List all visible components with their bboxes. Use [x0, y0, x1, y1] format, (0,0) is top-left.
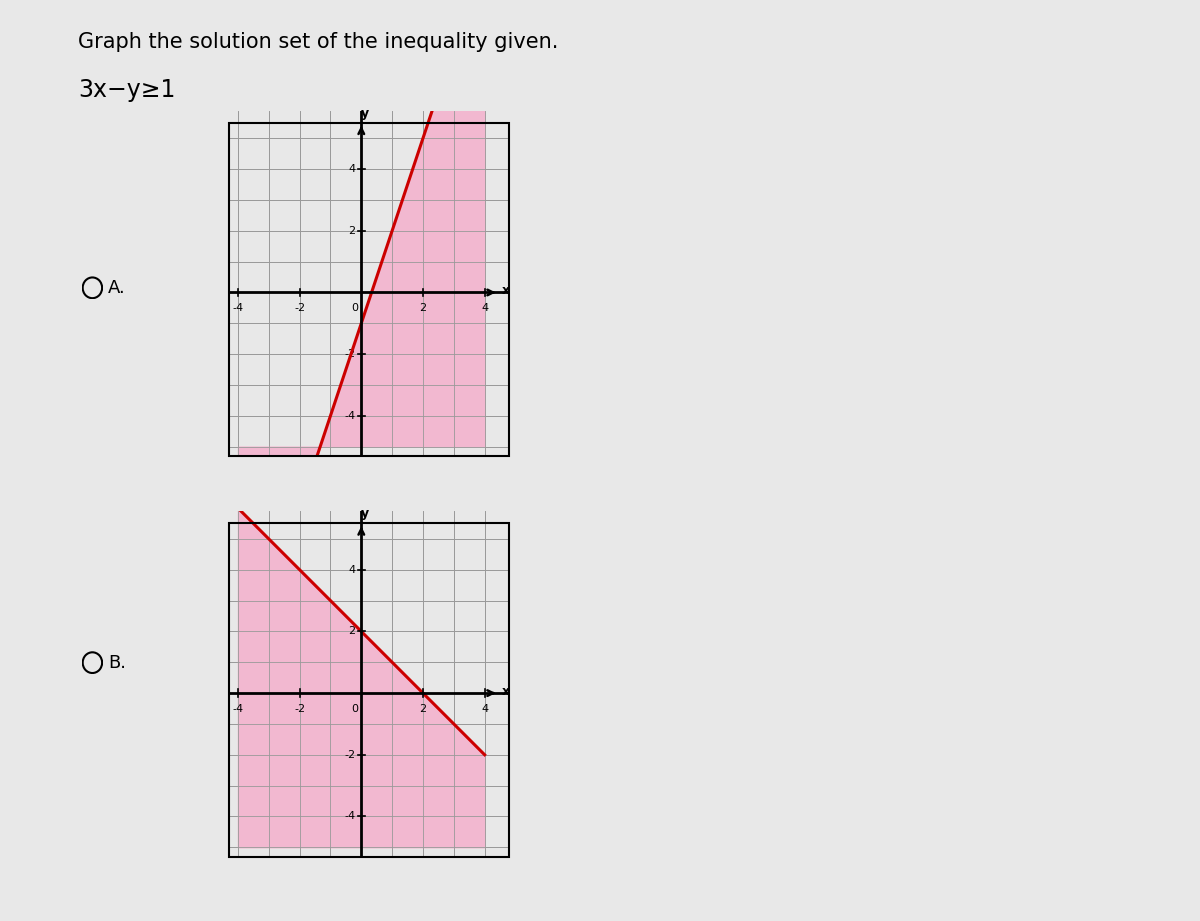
- Text: 2: 2: [420, 303, 426, 313]
- Text: B.: B.: [108, 654, 126, 672]
- Text: -2: -2: [344, 750, 355, 760]
- Text: 4: 4: [481, 303, 488, 313]
- Text: 2: 2: [348, 626, 355, 636]
- Text: 0: 0: [352, 303, 359, 313]
- Text: -4: -4: [233, 303, 244, 313]
- Text: -2: -2: [294, 704, 305, 714]
- Text: -4: -4: [344, 811, 355, 822]
- Text: Graph the solution set of the inequality given.: Graph the solution set of the inequality…: [78, 32, 558, 52]
- Text: 3x−y≥1: 3x−y≥1: [78, 78, 175, 102]
- Text: 4: 4: [348, 565, 355, 575]
- Text: x: x: [502, 685, 510, 698]
- Text: 2: 2: [420, 704, 426, 714]
- Text: 2: 2: [348, 226, 355, 236]
- Text: y: y: [361, 507, 370, 520]
- Text: y: y: [361, 107, 370, 120]
- Text: 4: 4: [481, 704, 488, 714]
- Text: 0: 0: [352, 704, 359, 714]
- Text: -4: -4: [344, 411, 355, 421]
- Text: 4: 4: [348, 164, 355, 174]
- Text: -2: -2: [344, 349, 355, 359]
- Text: x: x: [502, 285, 510, 297]
- Text: A.: A.: [108, 279, 126, 297]
- Text: -4: -4: [233, 704, 244, 714]
- Text: -2: -2: [294, 303, 305, 313]
